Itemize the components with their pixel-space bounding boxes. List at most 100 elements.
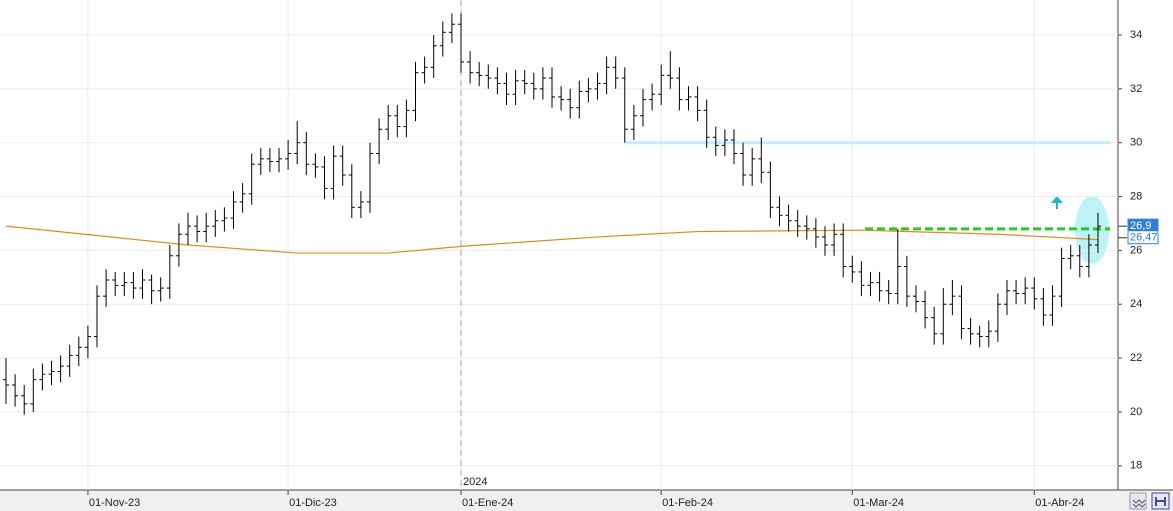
ohlc-bar (1049, 285, 1056, 326)
ohlc-bar (221, 207, 228, 232)
price-label: 26,9 (1130, 220, 1151, 232)
ohlc-bar (294, 121, 301, 165)
y-tick-label: 28 (1130, 190, 1142, 202)
ohlc-bar (448, 13, 455, 44)
ohlc-bar (967, 317, 974, 345)
ohlc-bar (703, 99, 710, 149)
ohlc-bar (785, 204, 792, 232)
y-tick-label: 24 (1130, 298, 1142, 310)
ohlc-bar (467, 51, 474, 84)
ohlc-bar (567, 88, 574, 119)
ohlc-bar (940, 288, 947, 345)
ohlc-bar (321, 156, 328, 200)
ohlc-bar (803, 215, 810, 240)
ohlc-bar (230, 191, 237, 229)
ohlc-bar (57, 355, 64, 383)
ohlc-bar (867, 271, 874, 297)
ohlc-bar (1031, 277, 1038, 310)
ohlc-bar (903, 255, 910, 307)
ohlc-bar (476, 61, 483, 87)
ohlc-bar (712, 126, 719, 157)
ohlc-bar (1085, 234, 1092, 278)
ohlc-bar (667, 51, 674, 89)
ohlc-bar (1003, 280, 1010, 315)
ohlc-bar (1076, 245, 1083, 278)
ohlc-bar (1013, 280, 1020, 305)
x-axis-band (0, 490, 1173, 511)
price-label-box (1127, 230, 1159, 245)
ohlc-bar (776, 196, 783, 227)
ohlc-bar (48, 360, 55, 385)
ohlc-bar (39, 363, 46, 391)
ohlc-bar (1022, 277, 1029, 305)
ohlc-bar (303, 131, 310, 175)
ohlc-bar (194, 215, 201, 243)
tool-icons[interactable] (1129, 492, 1170, 510)
ohlc-bar (285, 140, 292, 170)
ohlc-bar (84, 325, 91, 359)
ohlc-bar (576, 80, 583, 119)
h-icon (1155, 497, 1166, 506)
price-label: 26,47 (1130, 232, 1158, 244)
ohlc-bar (185, 212, 192, 245)
up-arrow (1051, 196, 1063, 209)
ohlc-bar (275, 148, 282, 173)
x-tick-label: 01-Ene-24 (462, 497, 513, 509)
ohlc-bar (312, 153, 319, 178)
ohlc-bar (740, 142, 747, 186)
ohlc-bar (430, 35, 437, 79)
ohlc-bar (694, 86, 701, 122)
ohlc-bar (339, 145, 346, 186)
ohlc-bar (730, 129, 737, 165)
ohlc-bar (203, 212, 210, 243)
ohlc-bar (94, 285, 101, 348)
ohlc-bar (767, 161, 774, 219)
ohlc-bar (412, 61, 419, 122)
ohlc-bar (548, 67, 555, 108)
ohlc-bar (166, 245, 173, 299)
ohlc-bar (794, 210, 801, 237)
ohlc-bar (30, 368, 37, 412)
y-tick-label: 34 (1130, 29, 1142, 41)
ohlc-bar (75, 336, 82, 367)
ohlc-bar (103, 269, 110, 307)
ohlc-bar (385, 105, 392, 140)
y-tick-label: 30 (1130, 137, 1142, 149)
y-tick-label: 26 (1130, 244, 1142, 256)
x-tick-label: 01-Nov-23 (89, 497, 140, 509)
ohlc-bar (885, 280, 892, 305)
moving-average (5, 225, 1099, 254)
y-tick-label: 18 (1130, 460, 1142, 472)
ohlc-bar (612, 56, 619, 89)
ohlc-bar (512, 70, 519, 105)
ohlc-bar (157, 277, 164, 302)
ohlc-bar (931, 306, 938, 345)
ohlc-bar (357, 191, 364, 219)
ohlc-bar (985, 320, 992, 348)
ohlc-bar (849, 255, 856, 283)
zoom-icon (1132, 499, 1146, 508)
ohlc-bar (994, 293, 1001, 342)
ohlc-bar (366, 142, 373, 213)
ohlc-bar (266, 148, 273, 173)
y-tick-label: 32 (1130, 83, 1142, 95)
ohlc-bar (403, 99, 410, 138)
ohlc-bar (749, 148, 756, 186)
ohlc-bar (558, 86, 565, 111)
ohlc-bar (248, 153, 255, 205)
ohlc-bar (21, 385, 28, 415)
ohlc-bar (457, 13, 464, 73)
ohlc-bar (949, 280, 956, 315)
y-tick-label: 20 (1130, 406, 1142, 418)
ohlc-bar (112, 271, 119, 297)
ohlc-bar (175, 223, 182, 267)
ohlc-bar (376, 118, 383, 165)
ohlc-bar (421, 56, 428, 84)
ohlc-bar (148, 274, 155, 305)
ohlc-bar (658, 64, 665, 105)
x-tick-label: 01-Abr-24 (1035, 497, 1084, 509)
ohlc-bar (12, 374, 19, 407)
